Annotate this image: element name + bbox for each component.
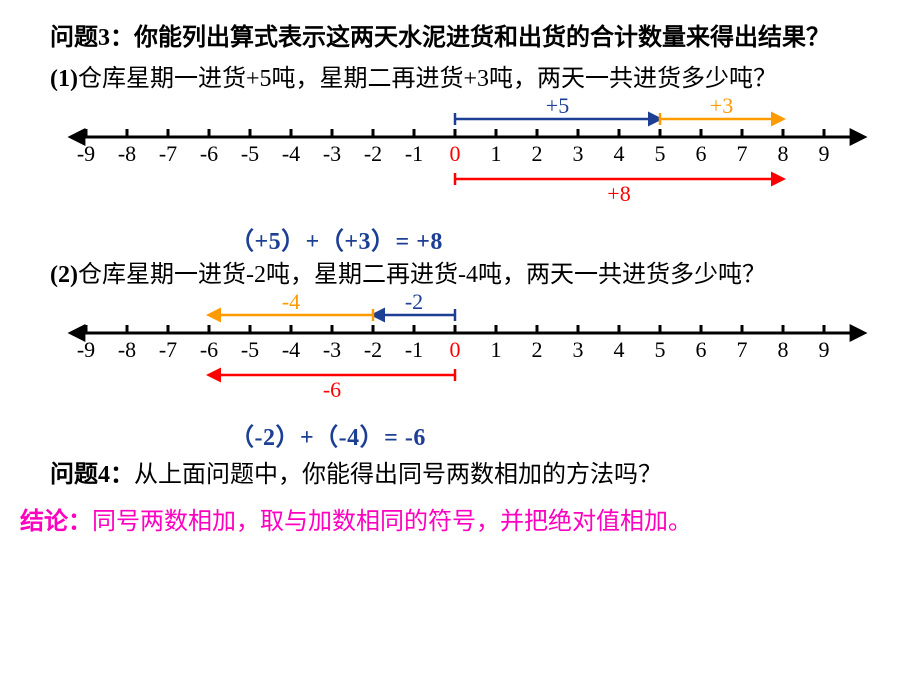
question-4: 问题4：从上面问题中，你能得出同号两数相加的方法吗？ [50,454,880,489]
svg-text:6: 6 [696,337,707,362]
svg-text:-9: -9 [77,337,95,362]
numberline-2: -9 -8 -7 -6 -5 -4 -3 -2 -1 0 1 2 3 4 5 6 7 8 9 -2 -4 -6 [50,293,880,413]
svg-text:-4: -4 [282,293,300,314]
sub2-label: (2) [50,262,78,288]
svg-text:3: 3 [573,337,584,362]
svg-text:5: 5 [655,337,666,362]
conclusion: 结论：同号两数相加，取与加数相同的符号，并把绝对值相加。 [0,501,920,536]
equation-1: （+5）+（+3）= +8 [50,221,880,256]
svg-text:4: 4 [614,141,625,166]
svg-text:1: 1 [491,337,502,362]
svg-text:0: 0 [450,141,461,166]
svg-text:-6: -6 [323,377,341,402]
svg-text:+5: +5 [546,97,569,118]
svg-text:3: 3 [573,141,584,166]
svg-text:-6: -6 [200,141,218,166]
svg-text:7: 7 [737,337,748,362]
svg-text:8: 8 [778,337,789,362]
conclusion-label: 结论： [20,509,92,535]
svg-text:-2: -2 [405,293,423,314]
svg-text:-5: -5 [241,141,259,166]
question-3: 问题3：你能列出算式表示这两天水泥进货和出货的合计数量来得出结果？ [50,20,880,56]
conclusion-text: 同号两数相加，取与加数相同的符号，并把绝对值相加。 [92,509,692,535]
svg-text:-3: -3 [323,141,341,166]
svg-text:-4: -4 [282,337,300,362]
sub2-text: 仓库星期一进货-2吨，星期二再进货-4吨，两天一共进货多少吨？ [78,262,766,288]
svg-text:-7: -7 [159,337,177,362]
sub-question-1: (1)仓库星期一进货+5吨，星期二再进货+3吨，两天一共进货多少吨？ [50,62,880,97]
svg-text:-9: -9 [77,141,95,166]
q4-text: 从上面问题中，你能得出同号两数相加的方法吗？ [134,462,662,488]
svg-text:8: 8 [778,141,789,166]
svg-text:0: 0 [450,337,461,362]
sub1-text: 仓库星期一进货+5吨，星期二再进货+3吨，两天一共进货多少吨？ [78,66,777,92]
sub1-label: (1) [50,66,78,92]
svg-text:9: 9 [819,141,830,166]
svg-text:5: 5 [655,141,666,166]
svg-text:-5: -5 [241,337,259,362]
q3-label: 问题3： [50,25,134,51]
numberline-1: -9 -8 -7 -6 -5 -4 -3 -2 -1 0 1 2 3 4 5 6 7 8 9 +5 +3 +8 [50,97,880,217]
equation-2: （-2）+（-4）= -6 [50,417,880,452]
svg-text:-2: -2 [364,141,382,166]
svg-text:-3: -3 [323,337,341,362]
svg-text:9: 9 [819,337,830,362]
svg-text:-2: -2 [364,337,382,362]
q4-label: 问题4： [50,462,134,488]
sub-question-2: (2)仓库星期一进货-2吨，星期二再进货-4吨，两天一共进货多少吨？ [50,258,880,293]
svg-text:1: 1 [491,141,502,166]
svg-text:7: 7 [737,141,748,166]
svg-text:-8: -8 [118,337,136,362]
svg-text:2: 2 [532,141,543,166]
svg-text:-7: -7 [159,141,177,166]
svg-text:-1: -1 [405,337,423,362]
svg-text:-6: -6 [200,337,218,362]
svg-text:6: 6 [696,141,707,166]
svg-text:+3: +3 [710,97,733,118]
q3-text: 你能列出算式表示这两天水泥进货和出货的合计数量来得出结果？ [134,25,830,51]
svg-text:+8: +8 [607,181,630,206]
svg-text:-4: -4 [282,141,300,166]
svg-text:2: 2 [532,337,543,362]
svg-text:-1: -1 [405,141,423,166]
svg-text:-8: -8 [118,141,136,166]
svg-text:4: 4 [614,337,625,362]
